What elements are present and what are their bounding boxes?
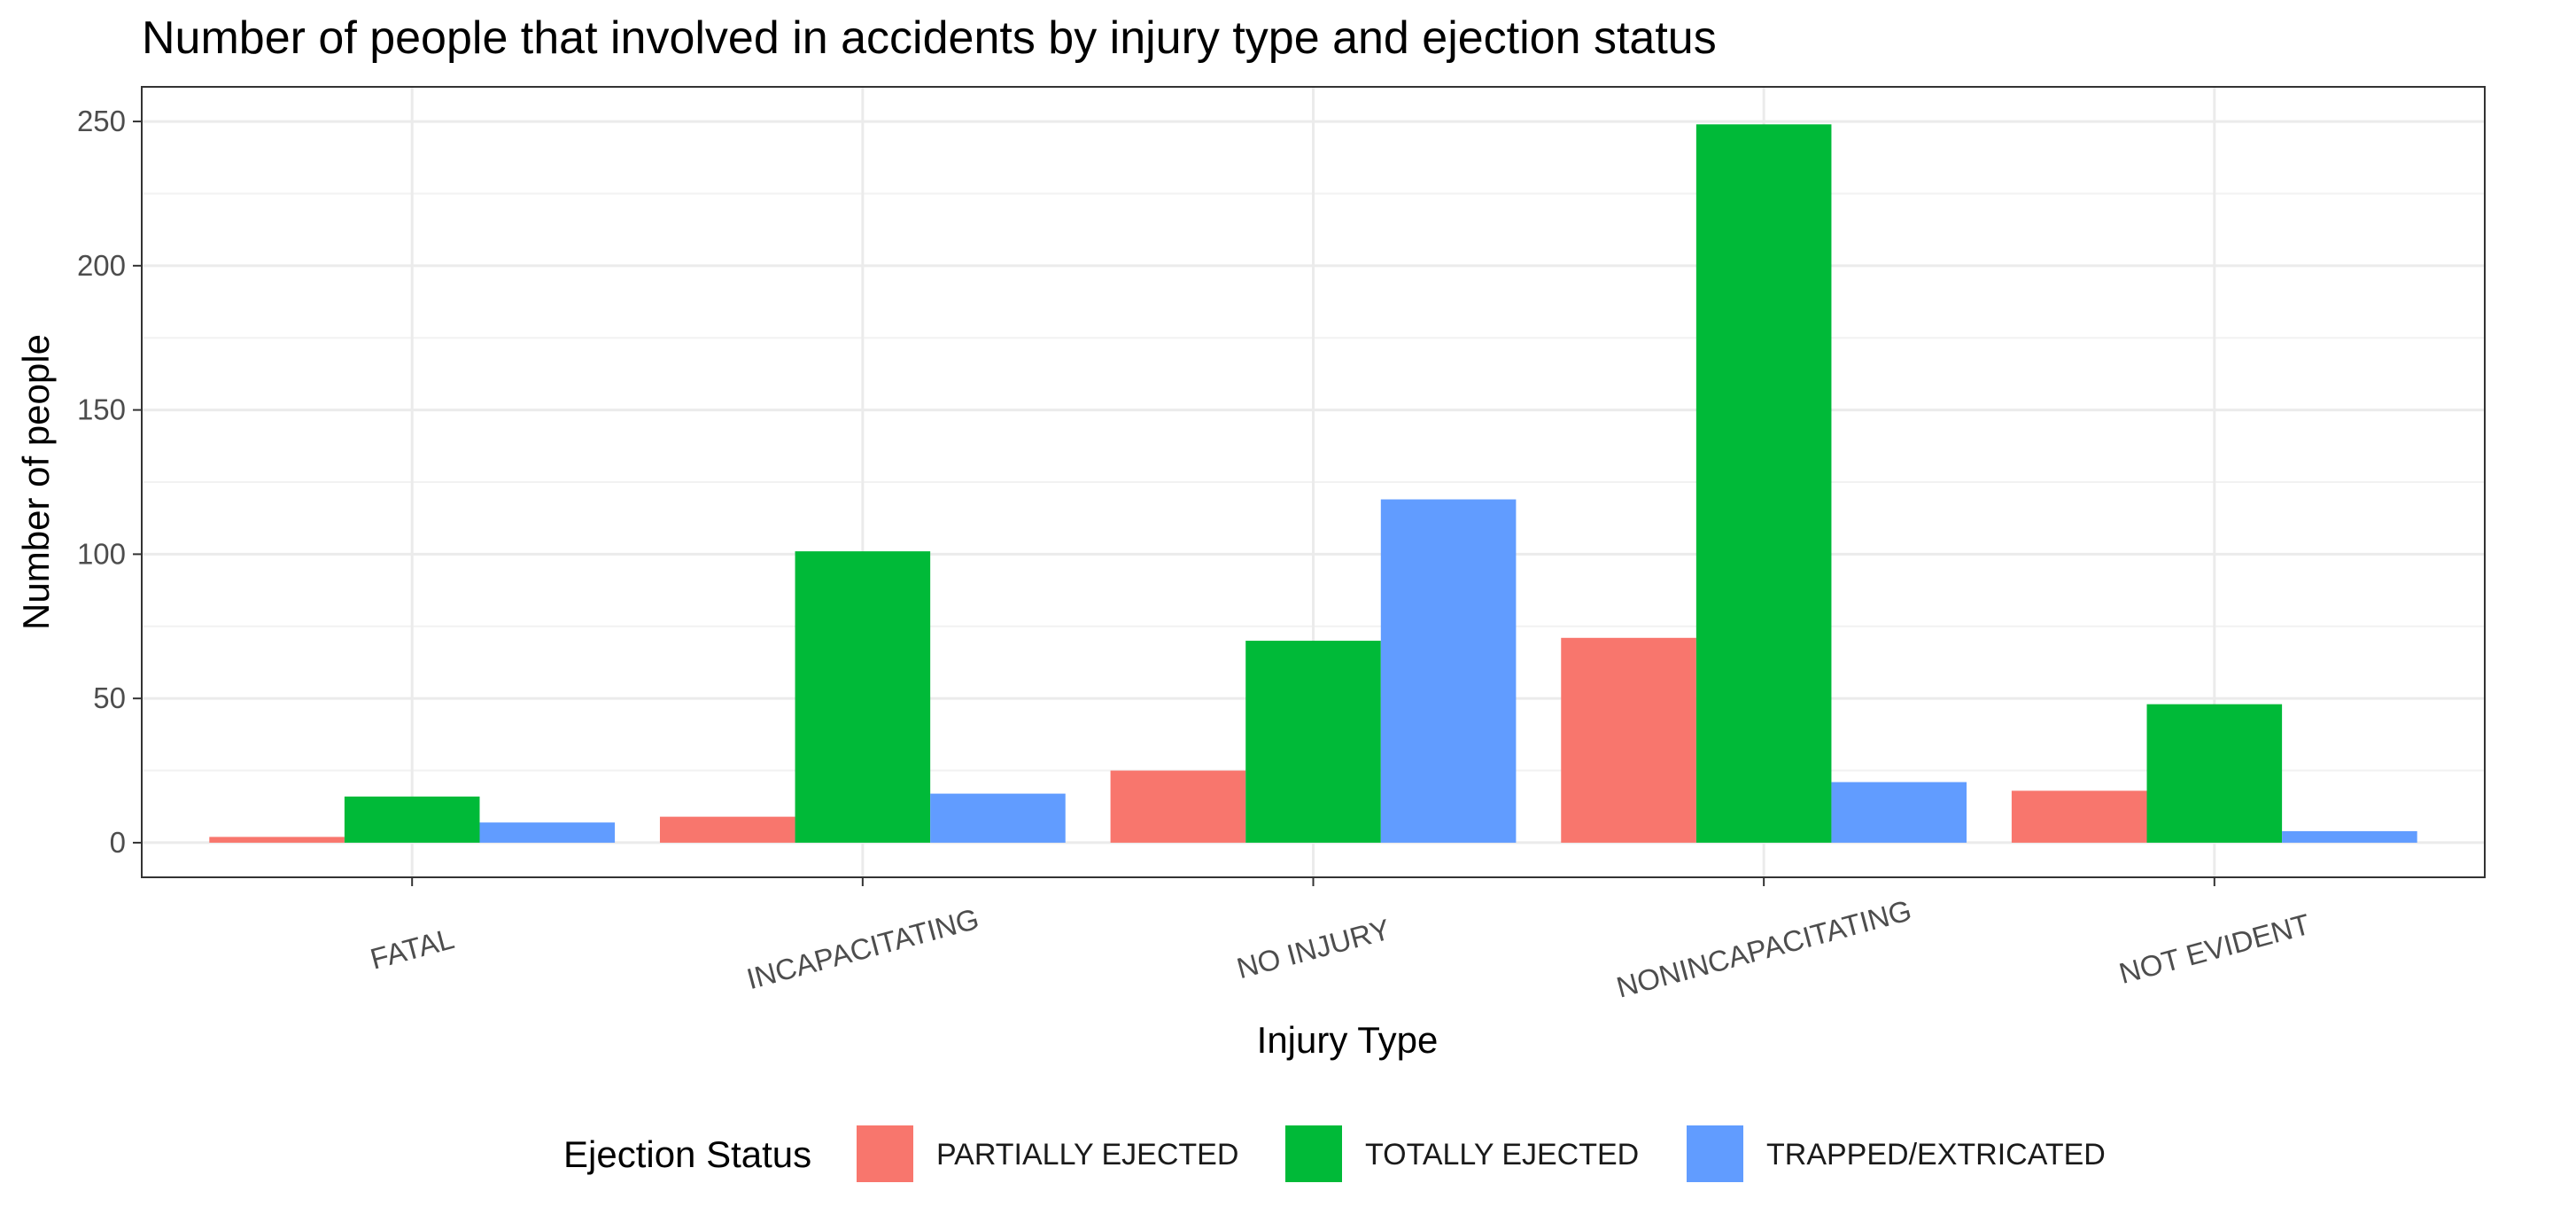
bar-partially-ejected-fatal bbox=[209, 837, 345, 843]
legend-items: PARTIALLY EJECTED TOTALLY EJECTED TRAPPED/… bbox=[857, 1125, 2106, 1182]
y-tick-label: 200 bbox=[77, 249, 126, 282]
bar-totally-ejected-incapacitating bbox=[795, 551, 931, 843]
bar-partially-ejected-no-injury bbox=[1110, 770, 1246, 843]
legend-key-partially-ejected bbox=[857, 1125, 913, 1182]
chart-title: Number of people that involved in accide… bbox=[142, 12, 1717, 64]
y-tick-label: 150 bbox=[77, 393, 126, 426]
bar-totally-ejected-not-evident bbox=[2146, 704, 2283, 843]
bar-totally-ejected-fatal bbox=[344, 796, 480, 843]
legend-label: PARTIALLY EJECTED bbox=[936, 1138, 1238, 1172]
bar-trapped-extricated-fatal bbox=[479, 822, 616, 843]
y-tick-label: 50 bbox=[93, 681, 126, 714]
bar-partially-ejected-not-evident bbox=[2011, 790, 2147, 843]
bar-partially-ejected-nonincapacitating bbox=[1561, 637, 1696, 843]
y-axis-title: Number of people bbox=[15, 334, 57, 630]
bar-trapped-extricated-no-injury bbox=[1380, 499, 1517, 843]
legend: Ejection Status PARTIALLY EJECTED TOTALLY… bbox=[563, 1125, 2106, 1182]
bar-trapped-extricated-incapacitating bbox=[930, 793, 1066, 843]
legend-label: TRAPPED/EXTRICATED bbox=[1766, 1138, 2106, 1172]
y-tick-label: 0 bbox=[110, 826, 126, 859]
bar-partially-ejected-incapacitating bbox=[659, 816, 795, 843]
bar-totally-ejected-nonincapacitating bbox=[1695, 124, 1832, 843]
bars bbox=[209, 124, 2417, 843]
bar-totally-ejected-no-injury bbox=[1245, 641, 1381, 843]
y-tick-label: 100 bbox=[77, 537, 126, 570]
bar-trapped-extricated-nonincapacitating bbox=[1831, 782, 1967, 843]
legend-key-trapped-extricated bbox=[1687, 1125, 1743, 1182]
bar-trapped-extricated-not-evident bbox=[2282, 830, 2417, 843]
legend-key-totally-ejected bbox=[1285, 1125, 1342, 1182]
legend-title: Ejection Status bbox=[563, 1133, 811, 1175]
legend-label: TOTALLY EJECTED bbox=[1365, 1138, 1639, 1172]
y-tick-label: 250 bbox=[77, 105, 126, 137]
x-axis-title: Injury Type bbox=[1257, 1019, 1439, 1061]
